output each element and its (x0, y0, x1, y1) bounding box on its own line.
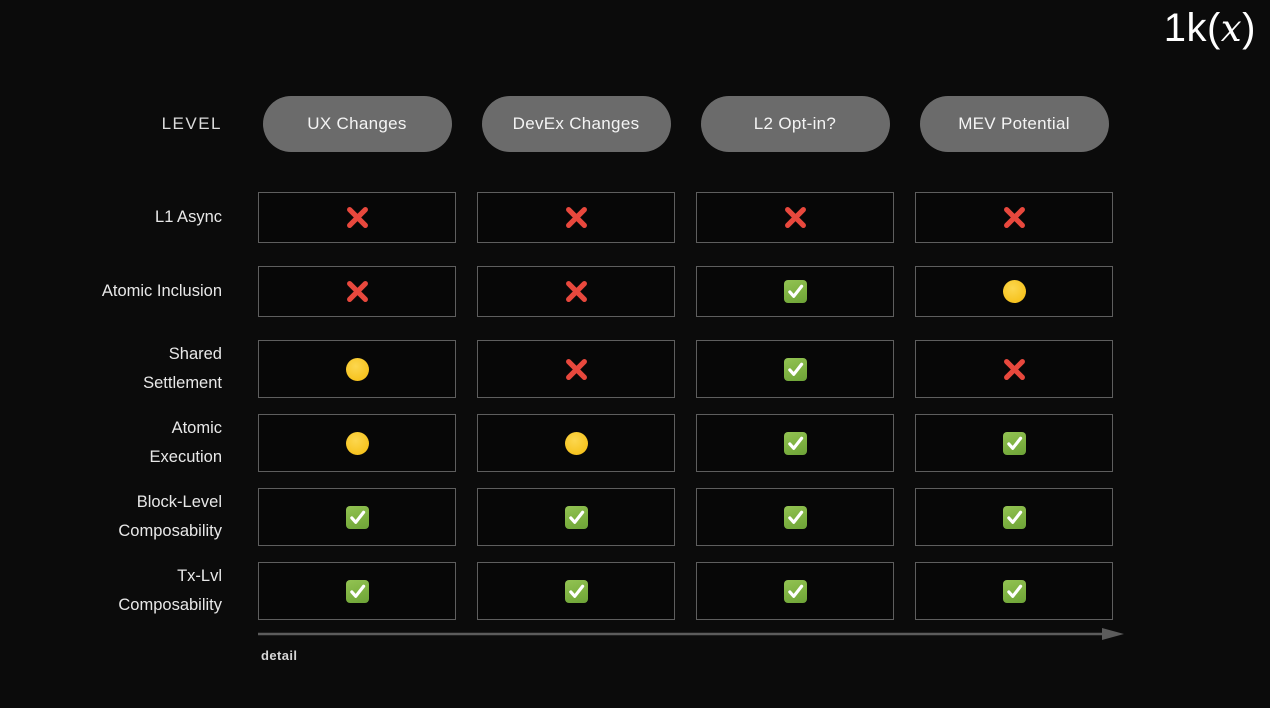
row-label: Atomic Inclusion (101, 282, 222, 300)
matrix-cell-r4-c1 (258, 414, 456, 472)
row-label: Tx-Lvl Composability (118, 567, 222, 614)
green-check-icon (345, 505, 369, 529)
red-x-icon (563, 356, 590, 383)
matrix-row: L1 Async (0, 192, 1113, 243)
level-label: LEVEL (161, 114, 222, 133)
green-check-icon (783, 579, 807, 603)
yellow-dot-icon (1002, 280, 1026, 303)
row-label: L1 Async (155, 208, 222, 226)
yellow-dot-icon (564, 431, 588, 455)
comparison-matrix: LEVEL UX Changes DevEx Changes L2 Opt-in? M… (0, 96, 1113, 620)
green-check-icon (564, 579, 588, 603)
matrix-cell-r1-c2 (477, 192, 675, 243)
matrix-cell-r6-c3 (696, 562, 894, 620)
yellow-dot-icon (345, 357, 369, 381)
green-check-icon (783, 357, 807, 381)
matrix-cell-r5-c2 (477, 488, 675, 546)
matrix-cell-r1-c1 (258, 192, 456, 243)
matrix-cell-r2-c4 (915, 266, 1113, 317)
matrix-cell-r5-c4 (915, 488, 1113, 546)
green-check-icon (783, 505, 807, 529)
green-check-icon (783, 280, 807, 303)
matrix-cell-r6-c1 (258, 562, 456, 620)
matrix-body: L1 Async Atomic Inclusion Shared Settlemen… (0, 192, 1113, 620)
column-pill-l2-opt-in: L2 Opt-in? (700, 96, 890, 152)
green-check-icon (783, 431, 807, 455)
matrix-cell-r6-c2 (477, 562, 675, 620)
row-label: Shared Settlement (143, 345, 222, 392)
red-x-icon (1001, 356, 1028, 383)
matrix-cell-r1-c4 (915, 192, 1113, 243)
red-x-icon (1001, 204, 1028, 231)
matrix-cell-r5-c3 (696, 488, 894, 546)
green-check-icon (564, 505, 588, 529)
matrix-cell-r4-c4 (915, 414, 1113, 472)
red-x-icon (563, 278, 590, 305)
matrix-row: Shared Settlement (0, 340, 1113, 398)
green-check-icon (1002, 579, 1026, 603)
matrix-cell-r5-c1 (258, 488, 456, 546)
matrix-cell-r3-c2 (477, 340, 675, 398)
matrix-cell-r2-c2 (477, 266, 675, 317)
red-x-icon (344, 204, 371, 231)
matrix-row: Tx-Lvl Composability (0, 562, 1113, 620)
column-pill-ux-changes: UX Changes (262, 96, 452, 152)
logo-text: 1k( (1163, 6, 1221, 50)
matrix-row: Atomic Inclusion (0, 266, 1113, 317)
matrix-cell-r4-c3 (696, 414, 894, 472)
detail-axis-arrow (258, 628, 1124, 640)
matrix-cell-r2-c1 (258, 266, 456, 317)
matrix-cell-r3-c3 (696, 340, 894, 398)
row-label: Atomic Execution (149, 419, 222, 466)
matrix-cell-r4-c2 (477, 414, 675, 472)
matrix-cell-r3-c4 (915, 340, 1113, 398)
column-pill-mev-potential: MEV Potential (919, 96, 1109, 152)
logo-paren: ) (1242, 6, 1256, 50)
logo-x: x (1220, 7, 1243, 50)
red-x-icon (563, 204, 590, 231)
red-x-icon (344, 278, 371, 305)
matrix-cell-r6-c4 (915, 562, 1113, 620)
yellow-dot-icon (345, 431, 369, 455)
green-check-icon (1002, 431, 1026, 455)
column-pill-devex-changes: DevEx Changes (481, 96, 671, 152)
green-check-icon (345, 579, 369, 603)
logo-1kx: 1k(x) (1164, 6, 1256, 51)
green-check-icon (1002, 505, 1026, 529)
row-label: Block-Level Composability (118, 493, 222, 540)
matrix-row: Atomic Execution (0, 414, 1113, 472)
red-x-icon (782, 204, 809, 231)
matrix-header-row: LEVEL UX Changes DevEx Changes L2 Opt-in? M… (0, 96, 1113, 152)
detail-axis-label: detail (261, 648, 298, 663)
matrix-cell-r2-c3 (696, 266, 894, 317)
matrix-row: Block-Level Composability (0, 488, 1113, 546)
matrix-cell-r3-c1 (258, 340, 456, 398)
matrix-cell-r1-c3 (696, 192, 894, 243)
